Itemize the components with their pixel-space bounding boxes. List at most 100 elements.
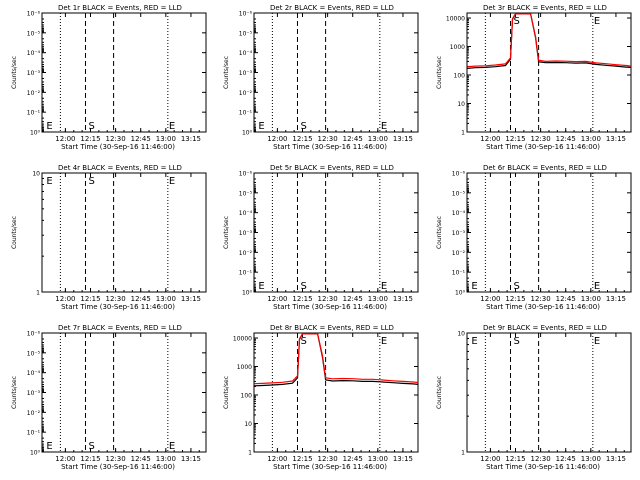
x-tick-label: 12:00 (55, 135, 75, 143)
x-tick-label: 13:15 (181, 135, 201, 143)
interval-marker-e: E (169, 176, 175, 187)
chart-panel-6: Det 6r BLACK = Events, RED = LLD 10⁰ 10⁻¹ 1… (436, 164, 632, 311)
x-tick-label: 12:00 (267, 295, 287, 303)
y-tick-label: 10⁰ (455, 290, 466, 297)
x-tick-label: 12:00 (267, 455, 287, 463)
y-tick-label: 10⁻⁴ (239, 50, 253, 57)
x-tick-label: 12:00 (55, 455, 75, 463)
y-tick-label: 10⁰ (30, 450, 41, 457)
chart-title: Det 3r BLACK = Events, RED = LLD (483, 4, 607, 12)
series-line-events (467, 13, 632, 69)
chart-panel-1: Det 1r BLACK = Events, RED = LLD 10⁰ 10⁻¹ 1… (11, 4, 207, 151)
y-tick-label: 10⁻² (239, 90, 253, 97)
x-tick-label: 13:15 (181, 295, 201, 303)
y-tick-label: 1 (248, 450, 252, 457)
y-tick-label: 10⁻² (27, 90, 41, 97)
x-tick-label: 13:00 (156, 135, 176, 143)
x-tick-label: 13:00 (368, 135, 388, 143)
interval-marker-e: E (46, 176, 52, 187)
plot-frame (253, 172, 419, 293)
x-tick-label: 12:45 (343, 295, 363, 303)
x-tick-label: 13:00 (368, 455, 388, 463)
x-tick-label: 12:30 (106, 455, 126, 463)
y-tick-label: 100 (454, 73, 466, 80)
interval-marker-s: S (88, 441, 94, 452)
y-axis-label: Counts/sec (223, 56, 230, 89)
x-tick-label: 13:00 (156, 455, 176, 463)
x-tick-label: 12:15 (292, 455, 312, 463)
y-tick-label: 10⁰ (30, 130, 41, 137)
y-tick-label: 10 (32, 171, 40, 178)
y-axis-label: Counts/sec (223, 216, 230, 249)
y-tick-label: 10⁰ (242, 290, 253, 297)
interval-marker-s: S (513, 336, 519, 347)
chart-panel-8: Det 8r BLACK = Events, RED = LLD 1 10 100 10… (223, 324, 419, 471)
y-tick-label: 10⁻⁶ (27, 11, 41, 18)
chart-title: Det 8r BLACK = Events, RED = LLD (270, 324, 394, 332)
interval-marker-e: E (381, 121, 387, 132)
x-tick-label: 12:15 (292, 135, 312, 143)
interval-marker-s: S (300, 281, 306, 292)
y-tick-label: 100 (241, 393, 253, 400)
y-tick-label: 10⁻³ (239, 230, 253, 237)
x-tick-label: 13:00 (368, 295, 388, 303)
interval-marker-s: S (300, 121, 306, 132)
x-tick-label: 13:15 (393, 295, 413, 303)
x-tick-label: 13:15 (181, 455, 201, 463)
x-tick-label: 12:45 (131, 295, 151, 303)
y-tick-label: 1000 (450, 44, 465, 51)
x-tick-label: 12:30 (531, 135, 551, 143)
x-axis-label: Start Time (30-Sep-16 11:46:00) (486, 143, 600, 151)
y-axis-label: Counts/sec (11, 56, 18, 89)
x-tick-label: 12:15 (505, 455, 525, 463)
plot-frame (41, 12, 207, 133)
y-tick-label: 10⁻⁵ (239, 30, 253, 37)
x-tick-label: 13:00 (581, 455, 601, 463)
interval-marker-s: S (300, 336, 306, 347)
x-tick-label: 12:45 (131, 455, 151, 463)
y-tick-label: 10 (457, 331, 465, 338)
y-tick-label: 10⁻³ (27, 70, 41, 77)
plot-frame (466, 332, 632, 453)
chart-title: Det 9r BLACK = Events, RED = LLD (483, 324, 607, 332)
x-tick-label: 12:00 (480, 135, 500, 143)
series-line-lld (467, 13, 632, 68)
y-tick-label: 10 (457, 101, 465, 108)
plot-frame (41, 332, 207, 453)
x-tick-label: 13:15 (393, 135, 413, 143)
plot-frame (466, 12, 632, 133)
y-tick-label: 10⁻³ (239, 70, 253, 77)
chart-title: Det 6r BLACK = Events, RED = LLD (483, 164, 607, 172)
x-tick-label: 12:15 (505, 135, 525, 143)
y-tick-label: 10000 (233, 336, 252, 343)
plot-frame (253, 332, 419, 453)
x-tick-label: 12:45 (556, 135, 576, 143)
x-tick-label: 12:30 (318, 455, 338, 463)
x-tick-label: 13:15 (606, 295, 626, 303)
y-axis-label: Counts/sec (11, 216, 18, 249)
y-tick-label: 10⁻⁴ (452, 210, 466, 217)
x-tick-label: 12:30 (106, 135, 126, 143)
y-axis-label: Counts/sec (223, 376, 230, 409)
y-tick-label: 10 (244, 421, 252, 428)
x-tick-label: 12:15 (292, 295, 312, 303)
y-tick-label: 10⁻¹ (452, 270, 466, 277)
interval-marker-s: S (513, 281, 519, 292)
plot-frame (466, 172, 632, 293)
y-tick-label: 10⁻⁵ (27, 30, 41, 37)
interval-marker-e: E (169, 441, 175, 452)
x-tick-label: 12:45 (343, 135, 363, 143)
x-tick-label: 13:00 (156, 295, 176, 303)
x-tick-label: 12:00 (55, 295, 75, 303)
chart-panel-4: Det 4r BLACK = Events, RED = LLD 1 10 12:00… (11, 164, 207, 311)
x-tick-label: 12:00 (480, 455, 500, 463)
interval-marker-e: E (381, 281, 387, 292)
interval-marker-s: S (88, 176, 94, 187)
plot-frame (41, 172, 207, 293)
chart-panel-7: Det 7r BLACK = Events, RED = LLD 10⁰ 10⁻¹ 1… (11, 324, 207, 471)
chart-panel-3: Det 3r BLACK = Events, RED = LLD 1 10 100 10… (436, 4, 632, 151)
chart-title: Det 4r BLACK = Events, RED = LLD (58, 164, 182, 172)
x-tick-label: 12:15 (505, 295, 525, 303)
x-axis-label: Start Time (30-Sep-16 11:46:00) (273, 303, 387, 311)
